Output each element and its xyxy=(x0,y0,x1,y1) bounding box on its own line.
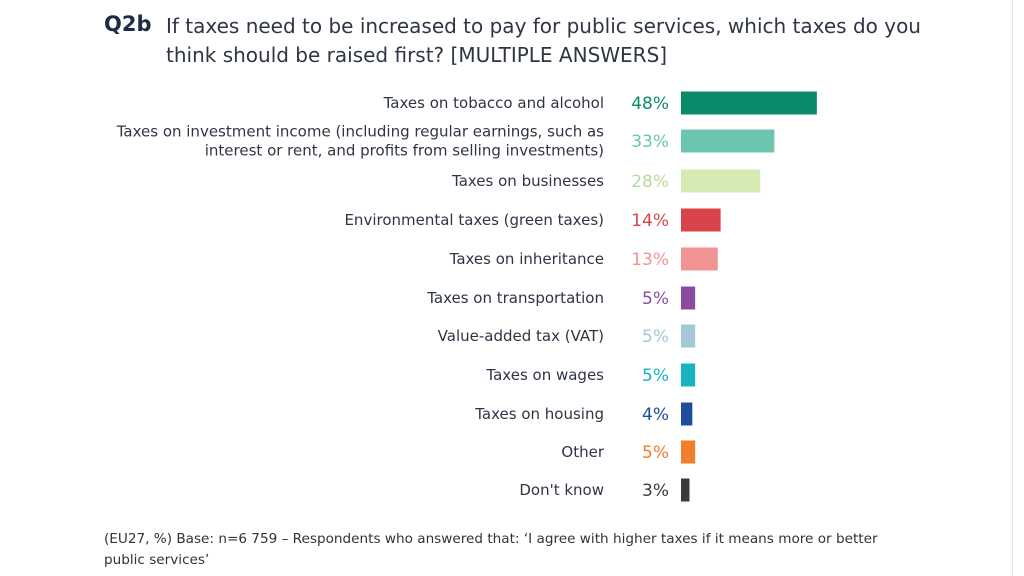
bar-row: Taxes on transportation 5% xyxy=(426,286,696,310)
category-label: Taxes on businesses xyxy=(451,172,604,190)
category-label-line: interest or rent, and profits from selli… xyxy=(205,142,604,160)
bar xyxy=(681,247,718,271)
bar-row: Environmental taxes (green taxes) 14% xyxy=(344,208,721,232)
frame-divider xyxy=(1012,0,1013,576)
bar-row: Other 5% xyxy=(561,440,696,464)
category-label: Other xyxy=(561,443,604,461)
category-label-line: Taxes on housing xyxy=(474,405,604,423)
category-label-line: Value-added tax (VAT) xyxy=(438,327,604,345)
category-label: Taxes on wages xyxy=(485,366,604,384)
value-label: 4% xyxy=(642,405,669,425)
category-label-line: Taxes on inheritance xyxy=(449,250,604,268)
value-label: 5% xyxy=(642,443,669,463)
category-label: Taxes on inheritance xyxy=(449,250,604,268)
category-label-line: Taxes on tobacco and alcohol xyxy=(383,94,604,112)
bar-row: Value-added tax (VAT) 5% xyxy=(438,324,696,348)
category-label: Taxes on investment income (including re… xyxy=(116,123,604,160)
question-code: Q2b xyxy=(104,12,152,36)
bar xyxy=(681,286,696,310)
bar-row: Don't know 3% xyxy=(519,478,690,502)
bar xyxy=(681,324,696,348)
horizontal-bar-chart: Taxes on tobacco and alcohol 48%Taxes on … xyxy=(116,91,817,502)
value-label: 28% xyxy=(631,172,669,192)
bar xyxy=(681,208,721,232)
value-label: 14% xyxy=(631,211,669,231)
bar xyxy=(681,129,775,153)
bar xyxy=(681,478,690,502)
category-label-line: Don't know xyxy=(519,481,604,499)
bar-row: Taxes on tobacco and alcohol 48% xyxy=(383,91,817,115)
bar xyxy=(681,363,696,387)
category-label-line: Taxes on businesses xyxy=(451,172,604,190)
bar xyxy=(681,91,817,115)
category-label-line: Environmental taxes (green taxes) xyxy=(344,211,604,229)
value-label: 5% xyxy=(642,327,669,347)
bar-row: Taxes on wages 5% xyxy=(485,363,696,387)
bar-row: Taxes on housing 4% xyxy=(474,402,693,426)
value-label: 48% xyxy=(631,94,669,114)
category-label: Taxes on tobacco and alcohol xyxy=(383,94,604,112)
bar xyxy=(681,440,696,464)
bar xyxy=(681,402,693,426)
bar-row: Taxes on investment income (including re… xyxy=(116,123,775,160)
value-label: 5% xyxy=(642,366,669,386)
category-label: Don't know xyxy=(519,481,604,499)
bar xyxy=(681,169,761,193)
category-label: Taxes on housing xyxy=(474,405,604,423)
footnote: (EU27, %) Base: n=6 759 – Respondents wh… xyxy=(104,531,878,568)
question-text: If taxes need to be increased to pay for… xyxy=(166,14,921,67)
value-label: 5% xyxy=(642,289,669,309)
category-label-line: Other xyxy=(561,443,604,461)
category-label-line: Taxes on investment income (including re… xyxy=(116,123,604,141)
bar-row: Taxes on businesses 28% xyxy=(451,169,761,193)
category-label-line: Taxes on wages xyxy=(485,366,604,384)
category-label: Taxes on transportation xyxy=(426,289,604,307)
value-label: 3% xyxy=(642,481,669,501)
category-label: Environmental taxes (green taxes) xyxy=(344,211,604,229)
bar-row: Taxes on inheritance 13% xyxy=(449,247,718,271)
category-label-line: Taxes on transportation xyxy=(426,289,604,307)
value-label: 33% xyxy=(631,132,669,152)
value-label: 13% xyxy=(631,250,669,270)
category-label: Value-added tax (VAT) xyxy=(438,327,604,345)
